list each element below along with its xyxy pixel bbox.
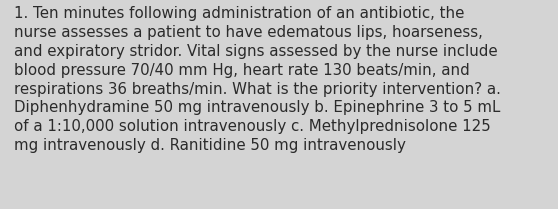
Text: 1. Ten minutes following administration of an antibiotic, the
nurse assesses a p: 1. Ten minutes following administration … (14, 6, 501, 153)
